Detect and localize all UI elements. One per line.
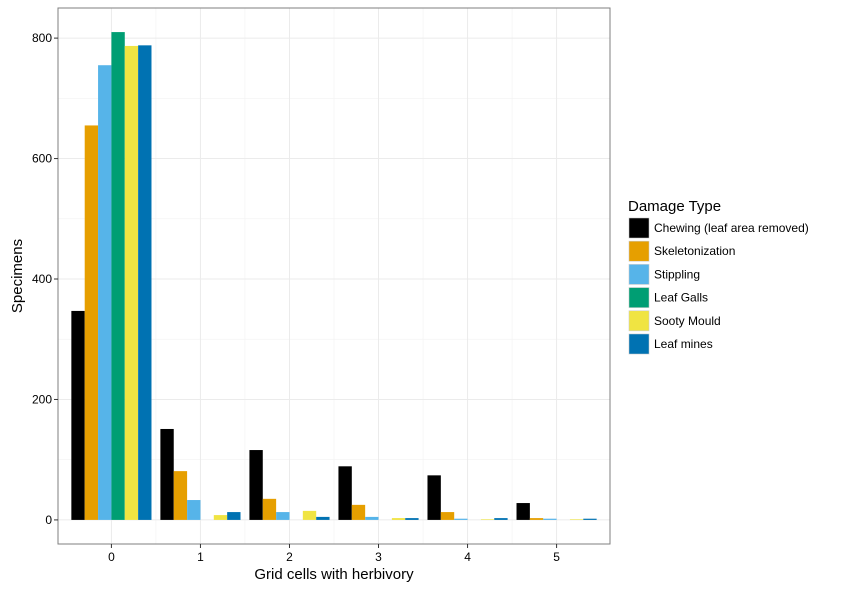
- legend-label: Leaf mines: [654, 337, 713, 351]
- bar: [391, 518, 406, 520]
- y-axis-title: Specimens: [9, 239, 26, 313]
- legend-swatch: [628, 287, 650, 308]
- legend-swatch: [628, 217, 650, 239]
- legend-label: Skeletonization: [654, 244, 735, 258]
- bar: [454, 518, 468, 520]
- bar: [302, 510, 317, 520]
- legend-swatch: [628, 264, 650, 285]
- bar: [187, 500, 201, 520]
- y-tick-label: 400: [32, 272, 52, 286]
- bar: [316, 516, 330, 520]
- bar: [111, 32, 125, 520]
- y-tick-label: 600: [32, 152, 52, 166]
- bar: [173, 471, 188, 520]
- bar: [516, 503, 530, 520]
- bar: [427, 475, 441, 520]
- legend-label: Leaf Galls: [654, 291, 708, 305]
- bar: [405, 518, 419, 520]
- bar: [494, 518, 508, 520]
- bar: [543, 518, 557, 520]
- legend-swatch: [628, 310, 650, 332]
- y-tick-label: 200: [32, 392, 52, 406]
- bar: [529, 518, 544, 520]
- axes: 0 200 400 600 800 0 1 2 3 4 5: [32, 31, 560, 564]
- x-tick-label: 3: [375, 550, 382, 564]
- bar: [160, 428, 174, 520]
- bar: [98, 65, 112, 520]
- x-tick-label: 0: [108, 550, 115, 564]
- bar: [276, 512, 290, 520]
- plot-panel-border: [57, 7, 611, 545]
- bar: [480, 519, 495, 520]
- legend-swatch: [628, 333, 650, 355]
- x-tick-label: 4: [464, 550, 471, 564]
- bar: [338, 466, 352, 520]
- bar: [351, 504, 366, 520]
- bar: [583, 518, 597, 520]
- bar: [213, 515, 228, 520]
- bar: [71, 310, 85, 520]
- legend-swatch: [628, 240, 650, 262]
- legend: Damage Type Chewing (leaf area removed) S…: [627, 198, 809, 356]
- legend-label: Sooty Mould: [654, 314, 721, 328]
- bar: [440, 512, 455, 520]
- y-tick-label: 0: [45, 513, 52, 527]
- bars: [71, 32, 597, 520]
- legend-items: Chewing (leaf area removed) Skeletonizati…: [627, 216, 809, 356]
- bar: [569, 519, 584, 520]
- bar: [262, 498, 277, 520]
- bar: [249, 450, 263, 520]
- x-tick-label: 5: [553, 550, 560, 564]
- bar: [124, 45, 139, 520]
- bar: [84, 125, 99, 520]
- y-tick-label: 800: [32, 31, 52, 45]
- x-tick-label: 2: [286, 550, 293, 564]
- bar: [365, 516, 379, 520]
- x-axis-title: Grid cells with herbivory: [254, 566, 414, 583]
- bar: [138, 45, 152, 520]
- bar: [227, 512, 241, 520]
- legend-title: Damage Type: [628, 198, 721, 215]
- legend-label: Stippling: [654, 267, 700, 281]
- x-tick-label: 1: [197, 550, 204, 564]
- legend-label: Chewing (leaf area removed): [654, 221, 809, 235]
